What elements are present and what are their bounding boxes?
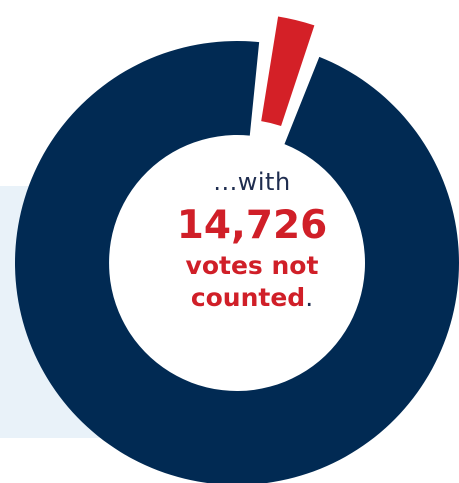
donut-center-label: ...with 14,726 votes not counted. <box>137 168 367 314</box>
donut-hole <box>110 136 364 390</box>
votes-label-period: . <box>305 283 314 312</box>
votes-label-line2: counted. <box>137 282 367 314</box>
votes-count: 14,726 <box>176 203 328 248</box>
votes-label-line2-text: counted <box>190 283 306 312</box>
votes-label-line1: votes not <box>185 251 319 280</box>
donut-slices <box>15 16 459 483</box>
slice-counted <box>15 41 459 483</box>
slice-not-counted <box>261 16 315 126</box>
center-lead-text: ...with <box>213 168 291 196</box>
